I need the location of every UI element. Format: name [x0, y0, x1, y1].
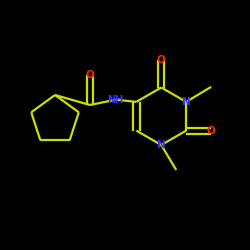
Text: N: N: [157, 140, 166, 150]
Text: N: N: [182, 97, 190, 107]
Text: O: O: [207, 126, 216, 136]
Text: NH: NH: [108, 95, 124, 105]
Text: O: O: [86, 70, 94, 80]
Text: O: O: [157, 55, 166, 65]
